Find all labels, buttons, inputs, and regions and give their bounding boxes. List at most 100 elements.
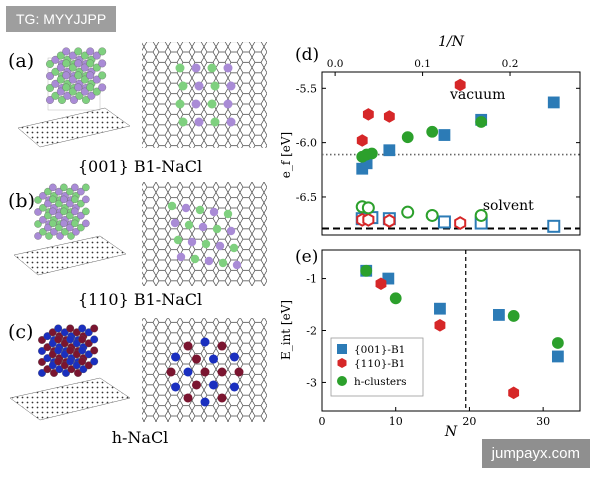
data-point — [401, 205, 415, 219]
data-point — [356, 134, 368, 147]
atom — [58, 96, 66, 104]
atom — [34, 196, 42, 204]
atom — [77, 211, 85, 220]
atom — [78, 346, 87, 355]
atom — [66, 223, 74, 232]
atom — [49, 219, 57, 228]
atom — [84, 339, 93, 348]
y-tick-label: -5.5 — [296, 82, 317, 95]
atom — [217, 341, 227, 351]
atom — [78, 357, 87, 366]
nacl-cube-001 — [46, 47, 107, 111]
atom — [192, 380, 201, 390]
data-point — [383, 144, 396, 157]
atom — [232, 260, 242, 270]
data-point — [437, 215, 451, 229]
atom — [84, 361, 93, 370]
atom — [68, 63, 77, 72]
data-point — [401, 131, 414, 144]
atom — [74, 59, 83, 68]
atom — [44, 187, 52, 196]
atom — [82, 183, 90, 192]
atom — [60, 183, 68, 192]
atom — [56, 75, 65, 84]
watermark-bottom-right: jumpayx.com — [481, 439, 590, 468]
reference-lines-d — [322, 153, 580, 230]
atom — [204, 256, 214, 266]
atom — [71, 183, 79, 192]
atom — [60, 219, 68, 228]
atom — [68, 87, 77, 96]
atom — [209, 207, 219, 217]
marks-e — [360, 264, 564, 400]
x-tick-label: 20 — [462, 415, 476, 428]
atom — [209, 354, 218, 364]
atom — [49, 207, 57, 216]
data-point — [361, 201, 375, 215]
graphene-sheet — [9, 377, 131, 421]
atom — [74, 71, 83, 80]
atom — [226, 117, 236, 127]
y-tick-label: -3 — [306, 376, 317, 389]
atom — [200, 367, 210, 377]
top-view-atoms-c — [166, 337, 244, 407]
atom — [51, 67, 60, 76]
atom — [54, 335, 63, 344]
atom — [92, 63, 101, 72]
atom — [166, 367, 176, 377]
atom — [66, 346, 75, 355]
legend-circle-marker — [337, 376, 347, 386]
atom — [92, 51, 101, 60]
top-tick-label: 0.0 — [327, 58, 344, 70]
atom — [63, 91, 72, 100]
atom — [72, 328, 81, 337]
atom — [98, 83, 107, 92]
atom — [60, 350, 69, 359]
atom — [226, 81, 236, 91]
x-tick-label: 10 — [389, 415, 403, 428]
top-tick-label: 0.1 — [414, 58, 431, 70]
atom — [82, 207, 90, 216]
atom — [72, 361, 81, 370]
atom — [72, 350, 81, 359]
atom — [38, 347, 46, 355]
data-point — [508, 386, 520, 400]
atom — [70, 96, 78, 104]
plot-frame-d — [321, 71, 581, 236]
atom — [173, 235, 183, 245]
atom — [44, 211, 52, 220]
data-point — [426, 125, 439, 138]
atom — [34, 232, 42, 240]
atom — [187, 237, 197, 247]
atom — [75, 91, 84, 100]
atom — [48, 350, 57, 359]
y-tick-label: -2 — [306, 325, 317, 338]
atom — [71, 219, 79, 228]
atom — [170, 218, 180, 228]
atom — [200, 337, 210, 347]
atom — [60, 328, 69, 337]
atom — [68, 75, 77, 84]
x-axis-label-e: N — [444, 424, 458, 440]
ticks-d: 0.0 0.1 0.2 -5.5 -6.0 -6.5 — [296, 58, 580, 204]
atom — [55, 211, 63, 220]
atom — [82, 219, 90, 228]
data-point — [507, 310, 520, 322]
atom — [78, 335, 87, 344]
atom — [44, 199, 52, 208]
atom — [78, 324, 87, 333]
atom — [229, 352, 239, 362]
atom — [74, 83, 83, 92]
atom — [60, 207, 68, 216]
atom — [62, 83, 71, 92]
atom — [98, 59, 107, 68]
atom — [178, 117, 188, 127]
annotation-solvent: solvent — [483, 198, 534, 214]
atom — [171, 382, 181, 392]
atom — [90, 357, 99, 366]
atom — [80, 75, 89, 84]
atom — [184, 220, 194, 230]
data-point — [362, 108, 374, 121]
atom — [72, 228, 80, 236]
atom — [171, 352, 181, 362]
